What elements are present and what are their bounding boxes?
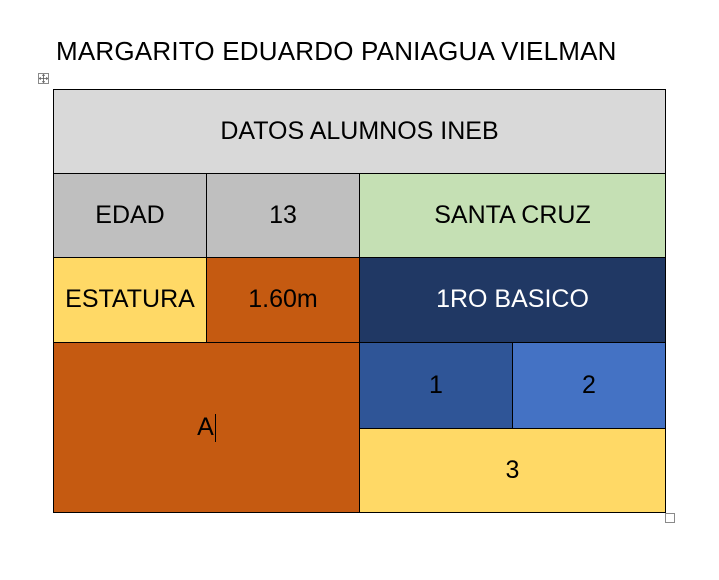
cell-two[interactable]: 2: [512, 341, 666, 429]
table-row: ESTATURA 1.60m 1RO BASICO: [53, 257, 666, 343]
city-cell[interactable]: SANTA CRUZ: [359, 173, 666, 259]
table-resize-handle-icon[interactable]: [665, 513, 675, 523]
cell-three[interactable]: 3: [359, 427, 666, 514]
age-label-cell[interactable]: EDAD: [53, 173, 207, 259]
document-heading[interactable]: MARGARITO EDUARDO PANIAGUA VIELMAN: [56, 36, 617, 66]
student-data-table: DATOS ALUMNOS INEB EDAD 13 SANTA CRUZ ES…: [53, 88, 666, 514]
table-title-cell[interactable]: DATOS ALUMNOS INEB: [53, 88, 666, 175]
table-row: DATOS ALUMNOS INEB: [53, 88, 666, 175]
table-row: EDAD 13 SANTA CRUZ: [53, 173, 666, 259]
table-row: 3: [54, 427, 666, 514]
merged-cell-a[interactable]: A: [53, 341, 360, 514]
merged-cell-text-wrap: A: [197, 413, 216, 442]
merged-cell-text: A: [197, 412, 214, 441]
age-value-cell[interactable]: 13: [206, 173, 360, 259]
cell-one[interactable]: 1: [359, 341, 513, 429]
height-value-cell[interactable]: 1.60m: [206, 257, 360, 343]
table-move-handle-icon[interactable]: [38, 73, 49, 84]
table-row: A 1 2: [53, 341, 666, 514]
height-label-cell[interactable]: ESTATURA: [53, 257, 207, 343]
text-cursor: [214, 413, 216, 442]
grade-cell[interactable]: 1RO BASICO: [359, 257, 666, 343]
